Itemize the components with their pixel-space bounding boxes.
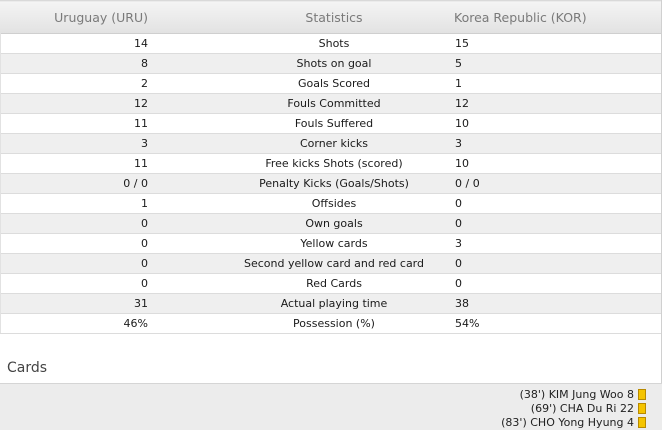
away-value: 12: [448, 93, 662, 114]
stat-label: Free kicks Shots (scored): [220, 153, 448, 174]
away-value: 3: [448, 133, 662, 154]
stat-label: Yellow cards: [220, 233, 448, 254]
away-value: 1: [448, 73, 662, 94]
table-row: 3 Corner kicks 3: [0, 133, 662, 154]
card-entry-text: (69') CHA Du Ri 22: [530, 401, 634, 415]
away-value: 0: [448, 273, 662, 294]
stat-label: Red Cards: [220, 273, 448, 294]
table-row: 0 Yellow cards 3: [0, 233, 662, 254]
stat-label: Possession (%): [220, 313, 448, 334]
away-team-header: Korea Republic (KOR): [448, 0, 662, 34]
table-row: 8 Shots on goal 5: [0, 53, 662, 74]
home-team-header: Uruguay (URU): [0, 0, 220, 34]
home-value: 14: [0, 33, 220, 54]
stat-label: Offsides: [220, 193, 448, 214]
away-value: 38: [448, 293, 662, 314]
stat-label: Goals Scored: [220, 73, 448, 94]
away-value: 0: [448, 253, 662, 274]
home-value: 2: [0, 73, 220, 94]
home-value: 12: [0, 93, 220, 114]
stat-label: Penalty Kicks (Goals/Shots): [220, 173, 448, 194]
table-row: 0 / 0 Penalty Kicks (Goals/Shots) 0 / 0: [0, 173, 662, 194]
table-row: 1 Offsides 0: [0, 193, 662, 214]
card-entry: (38') KIM Jung Woo 8: [520, 387, 646, 401]
table-row: 0 Own goals 0: [0, 213, 662, 234]
away-value: 5: [448, 53, 662, 74]
table-header-row: Uruguay (URU) Statistics Korea Republic …: [0, 0, 662, 34]
home-value: 1: [0, 193, 220, 214]
stat-label: Actual playing time: [220, 293, 448, 314]
home-value: 0: [0, 233, 220, 254]
card-entry-text: (83') CHO Yong Hyung 4: [501, 415, 634, 429]
cards-panel: (38') KIM Jung Woo 8 (69') CHA Du Ri 22 (8…: [0, 383, 662, 430]
away-value: 0 / 0: [448, 173, 662, 194]
table-row: 2 Goals Scored 1: [0, 73, 662, 94]
yellow-card-icon: [638, 402, 646, 414]
home-value: 0: [0, 253, 220, 274]
statistics-header: Statistics: [220, 0, 448, 34]
table-row: 12 Fouls Committed 12: [0, 93, 662, 114]
table-row: 31 Actual playing time 38: [0, 293, 662, 314]
away-value: 0: [448, 193, 662, 214]
table-row: 0 Second yellow card and red card 0: [0, 253, 662, 274]
table-left-border: [0, 33, 1, 333]
table-row: 11 Fouls Suffered 10: [0, 113, 662, 134]
stat-label: Corner kicks: [220, 133, 448, 154]
table-row: 14 Shots 15: [0, 33, 662, 54]
home-value: 0: [0, 273, 220, 294]
away-value: 15: [448, 33, 662, 54]
home-value: 46%: [0, 313, 220, 334]
statistics-body: 14 Shots 15 8 Shots on goal 5 2 Goals Scored 1 12…: [0, 33, 662, 334]
cards-section-title: Cards: [7, 360, 48, 376]
away-value: 0: [448, 213, 662, 234]
stat-label: Shots on goal: [220, 53, 448, 74]
statistics-table: Uruguay (URU) Statistics Korea Republic …: [0, 0, 662, 334]
stat-label: Own goals: [220, 213, 448, 234]
table-row: 46% Possession (%) 54%: [0, 313, 662, 334]
home-value: 3: [0, 133, 220, 154]
home-value: 11: [0, 113, 220, 134]
card-entry: (83') CHO Yong Hyung 4: [501, 415, 646, 429]
stat-label: Fouls Suffered: [220, 113, 448, 134]
table-row: 0 Red Cards 0: [0, 273, 662, 294]
card-entry: (69') CHA Du Ri 22: [531, 401, 646, 415]
yellow-card-icon: [638, 416, 646, 428]
stat-label: Shots: [220, 33, 448, 54]
away-value: 10: [448, 113, 662, 134]
away-value: 54%: [448, 313, 662, 334]
stat-label: Second yellow card and red card: [220, 253, 448, 274]
home-value: 8: [0, 53, 220, 74]
yellow-card-icon: [638, 388, 646, 400]
home-value: 0: [0, 213, 220, 234]
home-value: 31: [0, 293, 220, 314]
home-value: 0 / 0: [0, 173, 220, 194]
table-row: 11 Free kicks Shots (scored) 10: [0, 153, 662, 174]
home-value: 11: [0, 153, 220, 174]
away-value: 3: [448, 233, 662, 254]
card-entry-text: (38') KIM Jung Woo 8: [519, 387, 634, 401]
away-value: 10: [448, 153, 662, 174]
stat-label: Fouls Committed: [220, 93, 448, 114]
